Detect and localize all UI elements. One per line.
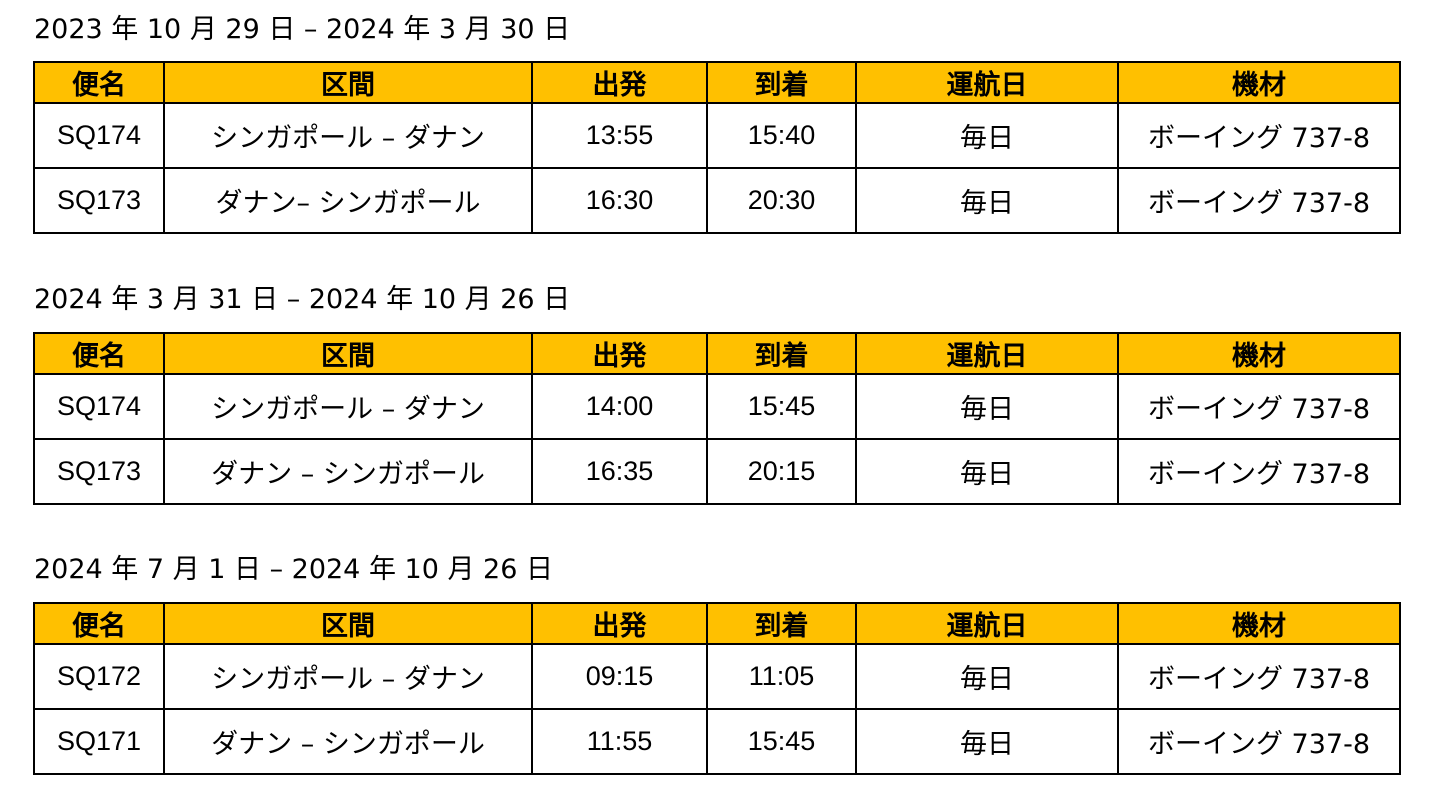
departure-cell: 14:00: [531, 373, 708, 440]
arrival-cell: 20:30: [706, 167, 857, 234]
arrival-cell: 11:05: [706, 643, 857, 710]
operating-days-cell: 毎日: [855, 708, 1119, 775]
departure-cell: 13:55: [531, 102, 708, 169]
header-route: 区間: [163, 61, 533, 104]
table-row: SQ171 ダナン – シンガポール 11:55 15:45 毎日 ボーイング …: [33, 708, 1401, 775]
header-flight-number: 便名: [33, 332, 165, 375]
schedule-table: 便名 区間 出発 到着 運航日 機材 SQ174 シンガポール – ダナン 13…: [33, 61, 1401, 234]
header-aircraft: 機材: [1117, 61, 1401, 104]
flight-number-cell: SQ172: [33, 643, 165, 710]
flight-number-cell: SQ174: [33, 102, 165, 169]
header-operating-days: 運航日: [855, 61, 1119, 104]
schedule-table: 便名 区間 出発 到着 運航日 機材 SQ174 シンガポール – ダナン 14…: [33, 332, 1401, 505]
arrival-cell: 15:40: [706, 102, 857, 169]
operating-days-cell: 毎日: [855, 373, 1119, 440]
departure-cell: 09:15: [531, 643, 708, 710]
header-operating-days: 運航日: [855, 602, 1119, 645]
table-row: SQ172 シンガポール – ダナン 09:15 11:05 毎日 ボーイング …: [33, 643, 1401, 710]
aircraft-cell: ボーイング 737-8: [1117, 102, 1401, 169]
flight-number-cell: SQ174: [33, 373, 165, 440]
departure-cell: 11:55: [531, 708, 708, 775]
table-row: SQ173 ダナン– シンガポール 16:30 20:30 毎日 ボーイング 7…: [33, 167, 1401, 234]
aircraft-cell: ボーイング 737-8: [1117, 643, 1401, 710]
header-departure: 出発: [531, 332, 708, 375]
header-aircraft: 機材: [1117, 332, 1401, 375]
operating-days-cell: 毎日: [855, 643, 1119, 710]
flight-number-cell: SQ173: [33, 438, 165, 505]
header-departure: 出発: [531, 602, 708, 645]
header-route: 区間: [163, 332, 533, 375]
operating-days-cell: 毎日: [855, 438, 1119, 505]
route-cell: シンガポール – ダナン: [163, 373, 533, 440]
header-aircraft: 機材: [1117, 602, 1401, 645]
table-row: SQ174 シンガポール – ダナン 14:00 15:45 毎日 ボーイング …: [33, 373, 1401, 440]
aircraft-cell: ボーイング 737-8: [1117, 438, 1401, 505]
schedule-table: 便名 区間 出発 到着 運航日 機材 SQ172 シンガポール – ダナン 09…: [33, 602, 1401, 775]
departure-cell: 16:30: [531, 167, 708, 234]
header-arrival: 到着: [706, 602, 857, 645]
header-route: 区間: [163, 602, 533, 645]
arrival-cell: 15:45: [706, 373, 857, 440]
header-departure: 出発: [531, 61, 708, 104]
operating-days-cell: 毎日: [855, 102, 1119, 169]
header-operating-days: 運航日: [855, 332, 1119, 375]
table-header-row: 便名 区間 出発 到着 運航日 機材: [33, 61, 1401, 104]
arrival-cell: 15:45: [706, 708, 857, 775]
route-cell: ダナン – シンガポール: [163, 438, 533, 505]
operating-days-cell: 毎日: [855, 167, 1119, 234]
route-cell: ダナン – シンガポール: [163, 708, 533, 775]
route-cell: ダナン– シンガポール: [163, 167, 533, 234]
aircraft-cell: ボーイング 737-8: [1117, 373, 1401, 440]
route-cell: シンガポール – ダナン: [163, 643, 533, 710]
flight-number-cell: SQ171: [33, 708, 165, 775]
header-arrival: 到着: [706, 61, 857, 104]
period-title: 2024 年 3 月 31 日 – 2024 年 10 月 26 日: [34, 284, 571, 315]
aircraft-cell: ボーイング 737-8: [1117, 708, 1401, 775]
header-flight-number: 便名: [33, 61, 165, 104]
table-row: SQ173 ダナン – シンガポール 16:35 20:15 毎日 ボーイング …: [33, 438, 1401, 505]
table-row: SQ174 シンガポール – ダナン 13:55 15:40 毎日 ボーイング …: [33, 102, 1401, 169]
table-header-row: 便名 区間 出発 到着 運航日 機材: [33, 602, 1401, 645]
aircraft-cell: ボーイング 737-8: [1117, 167, 1401, 234]
header-flight-number: 便名: [33, 602, 165, 645]
departure-cell: 16:35: [531, 438, 708, 505]
table-header-row: 便名 区間 出発 到着 運航日 機材: [33, 332, 1401, 375]
period-title: 2023 年 10 月 29 日 – 2024 年 3 月 30 日: [34, 14, 571, 45]
header-arrival: 到着: [706, 332, 857, 375]
route-cell: シンガポール – ダナン: [163, 102, 533, 169]
period-title: 2024 年 7 月 1 日 – 2024 年 10 月 26 日: [34, 554, 553, 585]
flight-number-cell: SQ173: [33, 167, 165, 234]
arrival-cell: 20:15: [706, 438, 857, 505]
